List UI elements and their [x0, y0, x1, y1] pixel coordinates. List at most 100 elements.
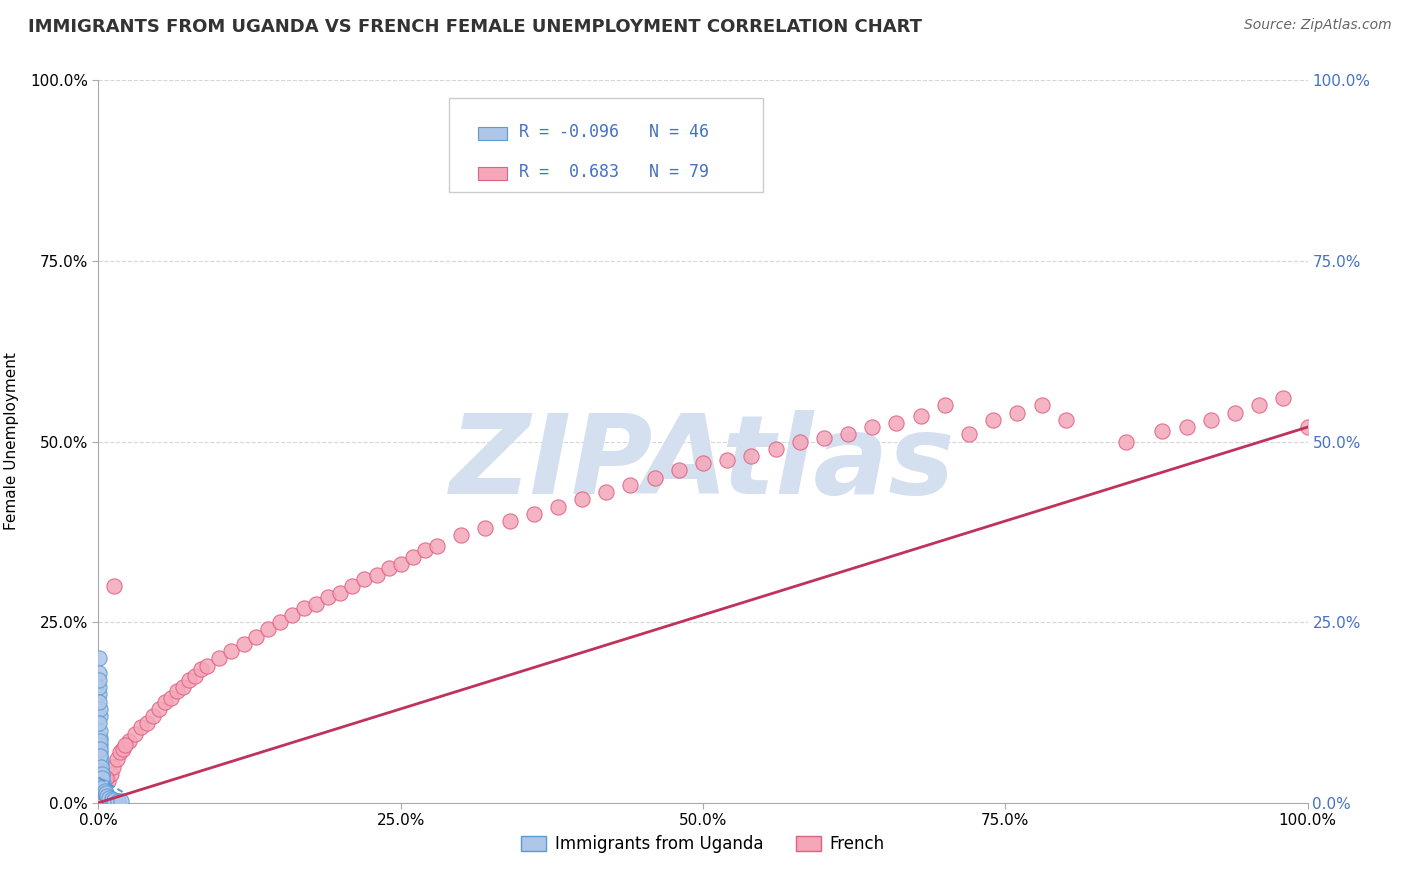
Text: ZIPAtlas: ZIPAtlas: [450, 409, 956, 516]
Point: [860, 420, 883, 434]
Point: [89, 709, 111, 723]
Point: [124, 727, 146, 741]
Point: [91, 775, 114, 789]
Point: [93, 782, 115, 797]
Point: [389, 558, 412, 572]
Point: [101, 794, 124, 808]
Point: [1031, 398, 1053, 412]
Point: [292, 600, 315, 615]
Point: [1152, 424, 1174, 438]
Point: [1249, 398, 1271, 412]
Point: [96, 789, 118, 803]
Point: [91, 785, 114, 799]
Point: [90, 760, 112, 774]
Point: [114, 738, 136, 752]
FancyBboxPatch shape: [478, 167, 508, 180]
Point: [886, 417, 908, 431]
Y-axis label: Female Unemployment: Female Unemployment: [4, 352, 18, 531]
Point: [1199, 413, 1222, 427]
Point: [89, 723, 111, 738]
Point: [91, 771, 114, 785]
Point: [90, 767, 112, 781]
Point: [108, 745, 131, 759]
Point: [305, 597, 328, 611]
Point: [179, 673, 201, 687]
Point: [96, 789, 118, 803]
Point: [89, 738, 111, 752]
Point: [89, 748, 111, 763]
Point: [93, 785, 115, 799]
Point: [172, 680, 194, 694]
Point: [1115, 434, 1137, 449]
Text: Source: ZipAtlas.com: Source: ZipAtlas.com: [1244, 18, 1392, 32]
Point: [89, 716, 111, 731]
Point: [100, 792, 122, 806]
Point: [97, 790, 120, 805]
Point: [105, 794, 128, 808]
Point: [595, 485, 617, 500]
Point: [523, 507, 546, 521]
Point: [619, 478, 641, 492]
Point: [94, 771, 117, 785]
Point: [789, 434, 811, 449]
Point: [135, 716, 157, 731]
Point: [90, 752, 112, 766]
FancyBboxPatch shape: [478, 127, 508, 140]
Point: [957, 427, 980, 442]
Point: [184, 669, 207, 683]
Point: [269, 615, 291, 630]
Point: [91, 781, 114, 796]
Point: [90, 789, 112, 803]
Point: [93, 784, 115, 798]
Point: [910, 409, 932, 424]
Point: [256, 623, 278, 637]
Point: [89, 741, 111, 756]
Point: [281, 607, 304, 622]
Point: [105, 752, 128, 766]
Point: [89, 687, 111, 701]
Point: [1272, 391, 1295, 405]
Point: [148, 702, 170, 716]
Point: [118, 734, 141, 748]
Point: [1175, 420, 1198, 434]
Point: [813, 431, 835, 445]
Point: [153, 695, 176, 709]
Point: [1223, 406, 1246, 420]
Point: [1296, 420, 1319, 434]
Point: [413, 542, 436, 557]
Point: [716, 452, 738, 467]
Point: [91, 774, 114, 789]
FancyBboxPatch shape: [449, 98, 763, 193]
Point: [93, 780, 115, 794]
Point: [644, 471, 666, 485]
Point: [100, 792, 122, 806]
Point: [316, 590, 339, 604]
Point: [245, 630, 267, 644]
Point: [402, 550, 425, 565]
Point: [837, 427, 859, 442]
Point: [190, 662, 212, 676]
Point: [195, 658, 218, 673]
Point: [221, 644, 243, 658]
Point: [129, 720, 152, 734]
Point: [1054, 413, 1077, 427]
Point: [101, 760, 124, 774]
Point: [97, 774, 120, 789]
Point: [90, 767, 112, 781]
Text: R =  0.683   N = 79: R = 0.683 N = 79: [519, 163, 709, 181]
Point: [571, 492, 593, 507]
Point: [110, 794, 132, 808]
Point: [342, 579, 364, 593]
Point: [934, 398, 956, 412]
Point: [100, 767, 122, 781]
Point: [87, 695, 110, 709]
Point: [87, 673, 110, 687]
Point: [377, 561, 399, 575]
Point: [668, 463, 690, 477]
Point: [160, 691, 183, 706]
Point: [353, 572, 375, 586]
Point: [765, 442, 787, 456]
Point: [93, 781, 115, 796]
Point: [97, 790, 120, 805]
Point: [103, 579, 125, 593]
